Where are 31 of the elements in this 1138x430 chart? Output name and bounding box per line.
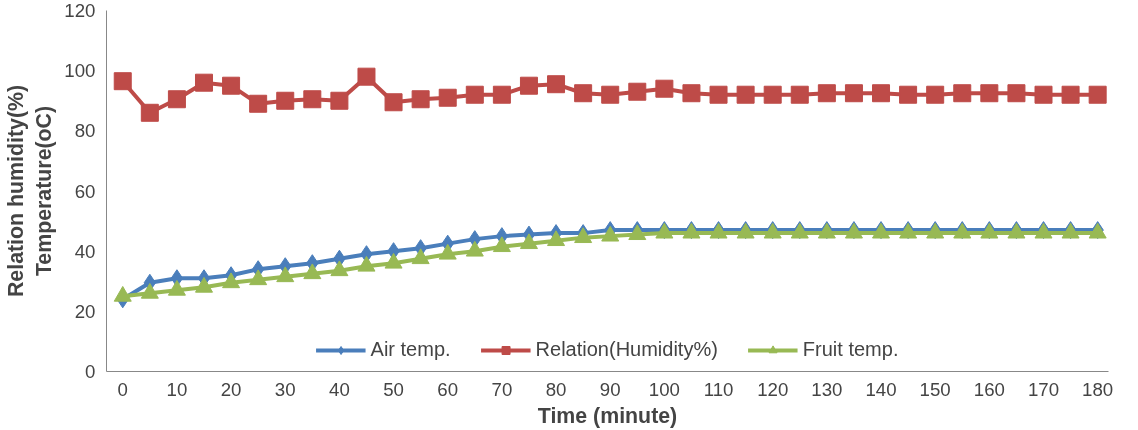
x-tick-label: 120: [757, 378, 789, 400]
x-tick-label: 160: [973, 378, 1005, 400]
x-tick-label: 60: [437, 378, 459, 400]
x-tick-label: 40: [329, 378, 350, 400]
y-tick-label: 0: [85, 361, 96, 382]
x-tick-label: 30: [274, 378, 296, 400]
x-tick-label: 110: [703, 378, 734, 400]
x-tick-label: 170: [1027, 378, 1060, 400]
x-tick-label: 10: [166, 378, 188, 400]
x-tick-label: 140: [865, 378, 897, 400]
x-tick-label: 20: [220, 378, 242, 400]
legend-label: Air temp.: [370, 338, 451, 361]
x-tick-label: 70: [491, 378, 513, 400]
y-tick-label: 20: [74, 300, 96, 322]
x-tick-label: 90: [599, 378, 621, 400]
x-tick-label: 130: [811, 378, 843, 400]
x-tick-label: 0: [117, 378, 128, 400]
x-tick-label: 80: [545, 378, 567, 400]
y-tick-label: 40: [74, 240, 96, 262]
y-tick-label: 60: [74, 180, 96, 202]
y-tick-label: 120: [64, 0, 96, 21]
y-tick-label: 100: [64, 60, 96, 82]
x-tick-label: 180: [1082, 378, 1114, 400]
y-tick-label: 80: [74, 120, 96, 142]
x-tick-label: 100: [648, 378, 680, 400]
x-tick-label: 50: [383, 378, 404, 400]
y-axis-title: Relation humidity(%) Temperature(oC): [3, 84, 57, 298]
legend-label: Fruit temp.: [802, 338, 899, 361]
x-tick-label: 150: [919, 378, 951, 400]
legend-label: Relation(Humidity%): [535, 338, 718, 361]
x-axis-title: Time (minute): [537, 403, 678, 428]
